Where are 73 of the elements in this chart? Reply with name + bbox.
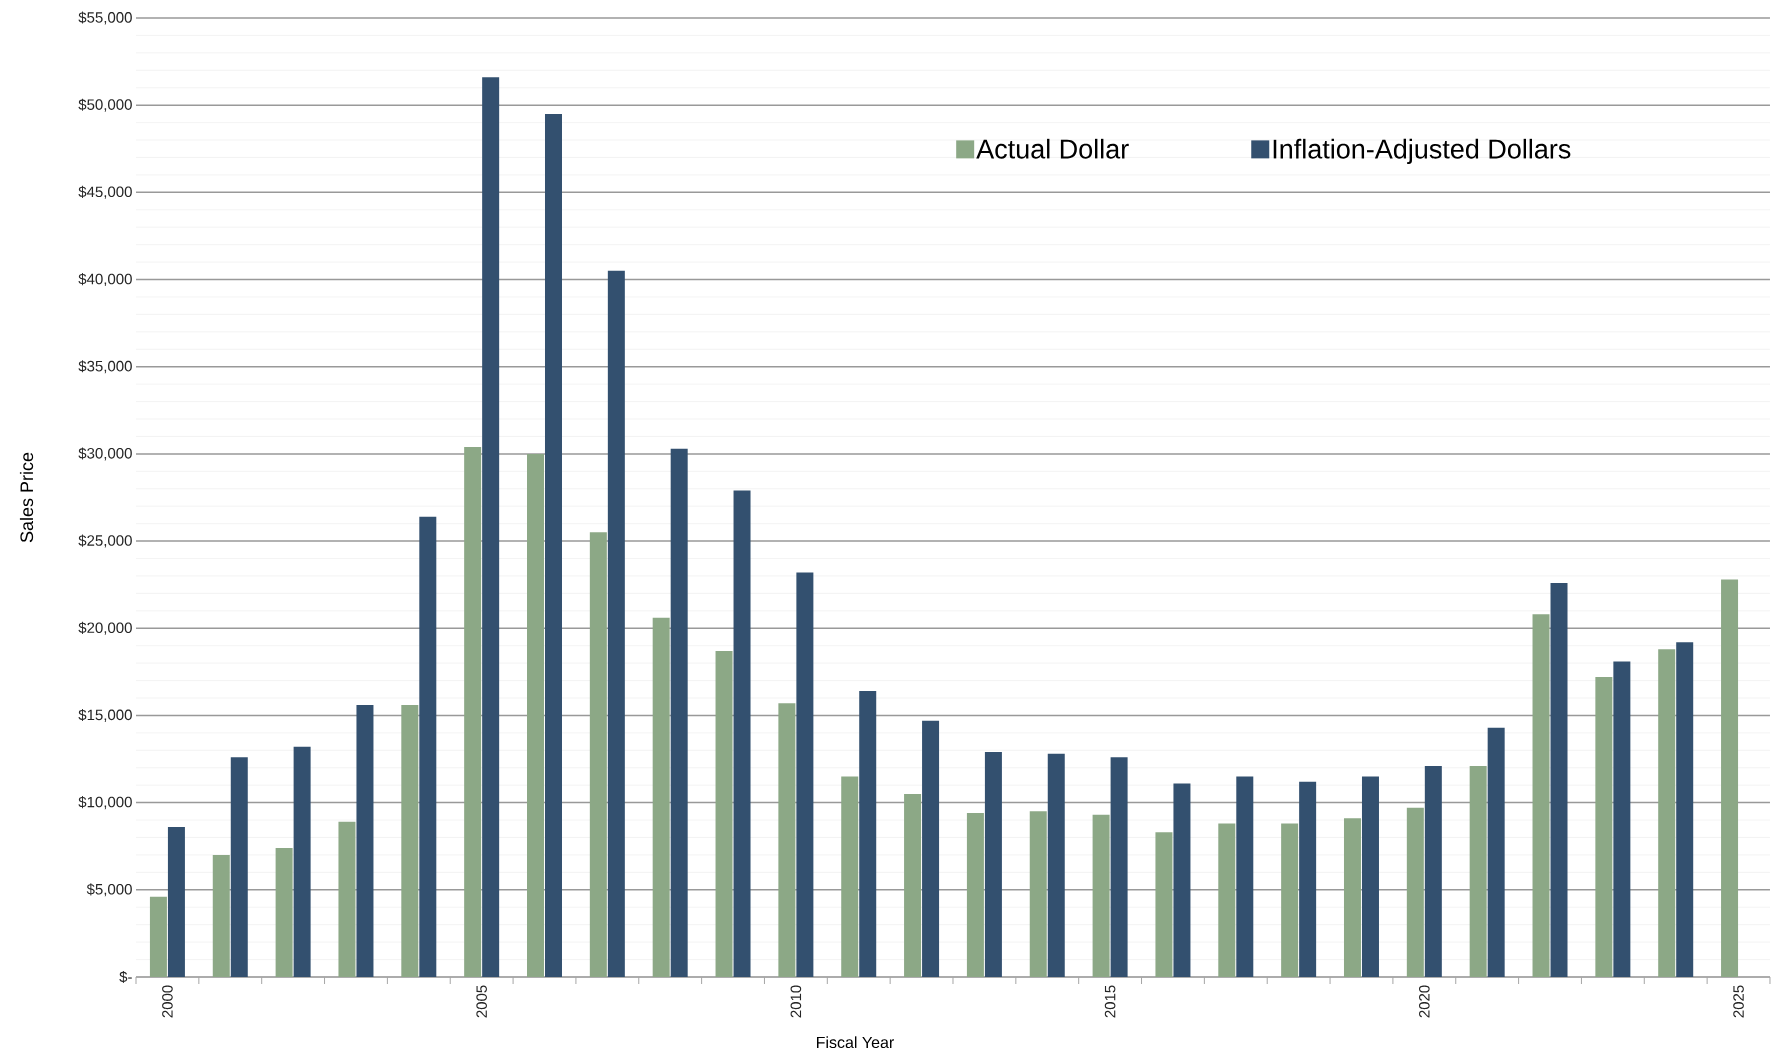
y-tick-label: $-: [119, 970, 132, 984]
bar: [841, 776, 859, 977]
y-tick-label: $25,000: [78, 534, 132, 548]
bar: [1236, 776, 1254, 977]
y-tick-label: $35,000: [78, 360, 132, 374]
bar: [1029, 811, 1047, 977]
bar: [1550, 582, 1568, 977]
bar: [1424, 766, 1442, 977]
bar: [607, 270, 625, 977]
bar: [401, 704, 419, 977]
y-tick-label: $15,000: [78, 708, 132, 722]
bar: [1487, 727, 1505, 977]
bar: [1595, 677, 1613, 977]
bar: [1173, 783, 1191, 977]
bar: [670, 448, 688, 977]
y-tick-label: $45,000: [78, 185, 132, 199]
bar: [1343, 818, 1361, 977]
y-tick-label: $50,000: [78, 98, 132, 112]
bar: [922, 720, 940, 977]
y-tick-label: $5,000: [86, 883, 132, 897]
bar: [419, 516, 437, 977]
bar: [1155, 832, 1173, 977]
bar: [338, 821, 356, 977]
bar: [904, 793, 922, 977]
legend-label: Actual Dollar: [976, 138, 1129, 159]
bar: [778, 703, 796, 977]
bar: [275, 847, 293, 977]
x-tick-label: 2025: [1733, 985, 1744, 1018]
bar: [293, 746, 311, 977]
bar: [356, 704, 374, 977]
x-tick-label: 2015: [1104, 985, 1116, 1018]
bar: [482, 77, 500, 977]
x-tick-label: 2005: [476, 985, 487, 1018]
bar: [1047, 753, 1065, 977]
bar: [1218, 823, 1236, 977]
bar: [796, 572, 814, 977]
y-axis-title: Sales Price: [19, 452, 34, 543]
bar: [1092, 814, 1110, 977]
y-tick-label: $30,000: [78, 447, 132, 461]
bar: [1469, 766, 1487, 977]
bar: [1532, 614, 1550, 977]
bar: [464, 446, 482, 977]
y-tick-label: $55,000: [78, 11, 132, 25]
bar: [1658, 649, 1676, 977]
bar: [1676, 642, 1694, 977]
bar: [1361, 776, 1379, 977]
bar: [1406, 807, 1424, 977]
bar: [589, 532, 607, 977]
bar: [652, 617, 670, 977]
x-tick-label: 2020: [1419, 985, 1430, 1018]
legend-label: Inflation-Adjusted Dollars: [1273, 138, 1571, 164]
bar: [527, 453, 544, 977]
bar: [859, 691, 877, 977]
bar: [149, 896, 167, 977]
bar: [1110, 757, 1128, 977]
bar: [1721, 579, 1739, 977]
bar: [984, 752, 1002, 977]
x-tick-label: 2010: [790, 985, 802, 1018]
bar: [1613, 661, 1631, 977]
bar: [230, 757, 248, 977]
bar: [167, 827, 185, 977]
bar: [966, 813, 984, 977]
bar: [715, 650, 733, 977]
x-axis-title: Fiscal Year: [816, 1036, 894, 1049]
bar: [212, 854, 230, 977]
bar: [733, 490, 751, 977]
x-tick-label: 2000: [162, 985, 173, 1018]
bar: [1281, 823, 1299, 977]
y-tick-label: $20,000: [78, 621, 132, 635]
y-tick-label: $10,000: [78, 796, 132, 810]
bar: [545, 113, 562, 977]
y-tick-label: $40,000: [78, 273, 132, 287]
bar: [1299, 781, 1317, 977]
